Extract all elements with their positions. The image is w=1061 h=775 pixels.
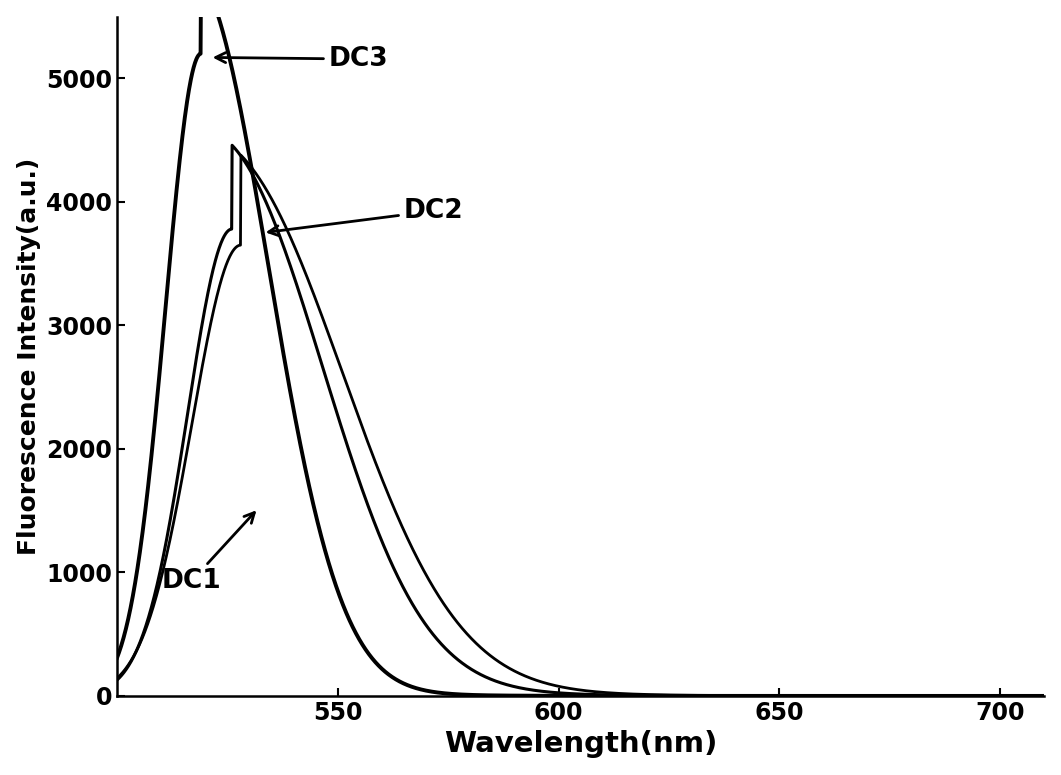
Y-axis label: Fluorescence Intensity(a.u.): Fluorescence Intensity(a.u.)	[17, 157, 40, 555]
Text: DC1: DC1	[161, 512, 255, 594]
Text: DC3: DC3	[215, 46, 388, 72]
X-axis label: Wavelength(nm): Wavelength(nm)	[443, 730, 717, 758]
Text: DC2: DC2	[268, 198, 464, 236]
